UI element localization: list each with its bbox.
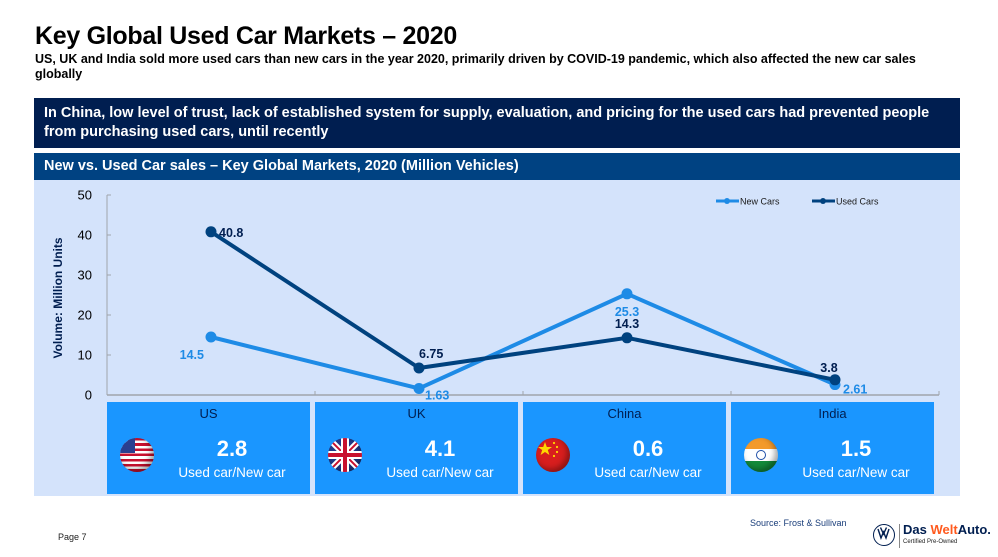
china-callout: In China, low level of trust, lack of es… bbox=[34, 98, 960, 148]
card-country-name: UK bbox=[407, 406, 426, 421]
card-ratio-value: 1.5 bbox=[840, 436, 872, 461]
card-ratio-label: Used car/New car bbox=[594, 465, 702, 480]
page-number: Page 7 bbox=[58, 532, 87, 542]
us-flag-icon bbox=[120, 438, 154, 472]
page-title: Key Global Used Car Markets – 2020 bbox=[35, 22, 457, 50]
card-india: India 1.5 Used car/New car bbox=[731, 402, 934, 494]
page-subtitle: US, UK and India sold more used cars tha… bbox=[35, 52, 916, 81]
das-weltauto-logo: Das WeltAuto. Certified Pre-Owned bbox=[870, 522, 995, 552]
card-country-name: US bbox=[199, 406, 218, 421]
card-country-name: India bbox=[818, 406, 847, 421]
logo-separator bbox=[899, 524, 900, 548]
card-ratio-value: 4.1 bbox=[424, 436, 456, 461]
card-country-name: China bbox=[607, 406, 642, 421]
india-flag-icon bbox=[744, 438, 778, 472]
brand-auto: Auto. bbox=[957, 522, 991, 537]
card-ratio-label: Used car/New car bbox=[178, 465, 286, 480]
brand-tagline: Certified Pre-Owned bbox=[903, 539, 958, 545]
card-ratio-label: Used car/New car bbox=[802, 465, 910, 480]
card-ratio-value: 2.8 bbox=[216, 436, 248, 461]
card-china: China 0.6 Used car/New car bbox=[523, 402, 726, 494]
card-ratio-value: 0.6 bbox=[632, 436, 664, 461]
source-note: Source: Frost & Sullivan bbox=[750, 518, 847, 528]
china-flag-icon bbox=[536, 438, 570, 472]
brand-das: Das bbox=[903, 522, 931, 537]
chart-title: New vs. Used Car sales – Key Global Mark… bbox=[34, 153, 960, 180]
uk-flag-icon bbox=[328, 438, 362, 472]
card-uk: UK 4.1 Used car/New car bbox=[315, 402, 518, 494]
card-us: US 2.8 Used car/New car bbox=[107, 402, 310, 494]
card-ratio-label: Used car/New car bbox=[386, 465, 494, 480]
vw-logo-icon bbox=[873, 524, 895, 546]
brand-name: Das WeltAuto. bbox=[903, 522, 991, 537]
brand-welt: Welt bbox=[930, 522, 958, 537]
